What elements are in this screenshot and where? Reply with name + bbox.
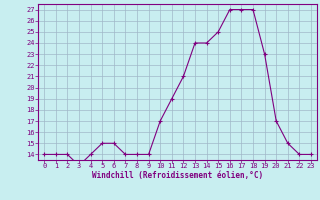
X-axis label: Windchill (Refroidissement éolien,°C): Windchill (Refroidissement éolien,°C): [92, 171, 263, 180]
